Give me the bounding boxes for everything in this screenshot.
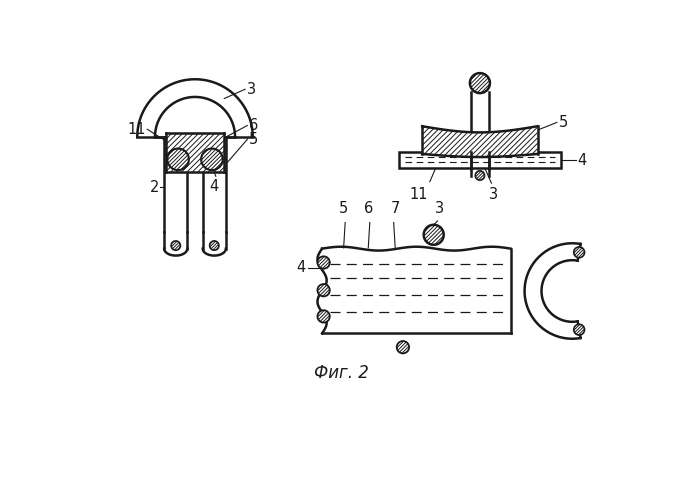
Text: 5: 5 [249,132,258,147]
Text: 3: 3 [435,202,445,216]
Text: 3: 3 [489,187,498,202]
Polygon shape [422,126,538,157]
Text: 11: 11 [410,187,428,202]
Text: 5: 5 [558,115,568,130]
Text: 4: 4 [209,180,219,194]
Circle shape [574,324,585,335]
Circle shape [171,241,181,250]
Text: Фиг. 2: Фиг. 2 [314,364,369,382]
Circle shape [317,310,330,322]
Text: 6: 6 [364,202,373,216]
Circle shape [317,284,330,296]
Text: 2: 2 [149,180,159,194]
Text: 4: 4 [578,152,587,168]
Circle shape [317,256,330,268]
Circle shape [168,148,189,170]
Circle shape [423,225,444,245]
Bar [322,248,511,334]
Text: 3: 3 [247,82,256,97]
Text: 4: 4 [296,260,305,276]
Circle shape [574,247,585,258]
Circle shape [201,148,223,170]
Circle shape [470,73,490,93]
Bar [166,133,224,172]
Text: 11: 11 [127,122,146,137]
Bar [399,152,561,168]
Circle shape [209,241,219,250]
Circle shape [397,341,409,353]
Text: 7: 7 [391,202,400,216]
Text: 5: 5 [339,202,348,216]
Circle shape [475,171,484,180]
Text: 6: 6 [249,118,258,133]
